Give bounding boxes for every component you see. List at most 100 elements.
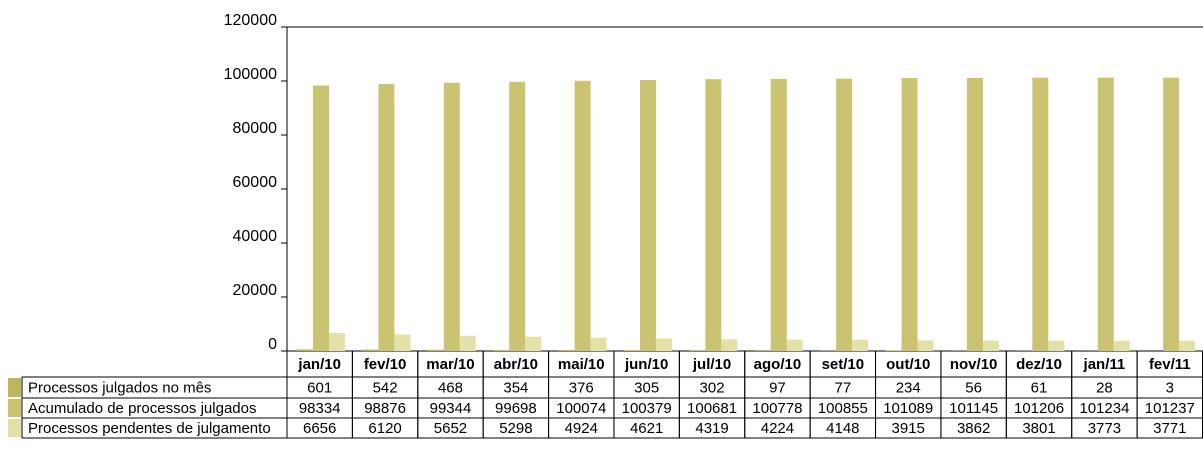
table-value: 99698 bbox=[495, 400, 537, 417]
table-value: 97 bbox=[769, 379, 786, 396]
table-value: 5298 bbox=[499, 420, 532, 437]
table-value: 3801 bbox=[1022, 420, 1055, 437]
x-tick-label: dez/10 bbox=[1016, 356, 1062, 373]
x-tick-label: jan/10 bbox=[297, 356, 341, 373]
table-value: 376 bbox=[569, 379, 594, 396]
table-value: 99344 bbox=[430, 400, 472, 417]
y-tick-label: 100000 bbox=[224, 66, 277, 83]
table-value: 601 bbox=[307, 379, 332, 396]
table-value: 101234 bbox=[1079, 400, 1129, 417]
y-tick-label: 20000 bbox=[233, 282, 278, 299]
bar bbox=[378, 84, 395, 352]
bar bbox=[917, 340, 934, 351]
bar bbox=[362, 349, 379, 351]
x-tick-label: jun/10 bbox=[624, 356, 668, 373]
legend-label: Acumulado de processos julgados bbox=[28, 400, 256, 417]
bar bbox=[443, 82, 460, 351]
bar bbox=[901, 78, 918, 352]
legend-swatch bbox=[8, 378, 21, 397]
table-value: 3 bbox=[1166, 379, 1174, 396]
bar bbox=[1097, 77, 1114, 351]
bar bbox=[655, 338, 672, 351]
bar bbox=[297, 349, 313, 351]
table-value: 101206 bbox=[1014, 400, 1064, 417]
table-value: 6656 bbox=[303, 420, 336, 437]
y-tick-label: 60000 bbox=[233, 174, 278, 191]
bar bbox=[1113, 340, 1130, 351]
bar bbox=[885, 350, 902, 351]
legend-label: Processos pendentes de julgamento bbox=[28, 420, 271, 437]
table-value: 354 bbox=[503, 379, 528, 396]
bar bbox=[836, 78, 853, 351]
bar bbox=[509, 81, 526, 351]
bar bbox=[493, 350, 510, 351]
bar bbox=[459, 335, 476, 351]
y-tick-label: 120000 bbox=[224, 12, 277, 29]
bar bbox=[394, 334, 411, 351]
x-tick-label: mai/10 bbox=[558, 356, 605, 373]
y-tick-label: 40000 bbox=[233, 228, 278, 245]
table-value: 6120 bbox=[368, 420, 401, 437]
legend-swatch bbox=[8, 419, 21, 437]
bar bbox=[852, 339, 869, 351]
x-tick-label: jul/10 bbox=[692, 356, 731, 373]
bar bbox=[427, 349, 444, 351]
bar bbox=[770, 78, 787, 351]
x-tick-label: set/10 bbox=[822, 356, 865, 373]
x-tick-label: nov/10 bbox=[950, 356, 998, 373]
x-tick-label: mar/10 bbox=[426, 356, 474, 373]
bar bbox=[966, 77, 983, 351]
table-value: 302 bbox=[700, 379, 725, 396]
table-value: 101145 bbox=[949, 400, 998, 417]
table-value: 100379 bbox=[622, 400, 672, 417]
bar bbox=[329, 333, 345, 351]
table-value: 101089 bbox=[883, 400, 933, 417]
y-tick-label: 80000 bbox=[233, 120, 278, 137]
x-tick-label: fev/11 bbox=[1149, 356, 1191, 373]
table-value: 100778 bbox=[752, 400, 802, 417]
table-value: 4924 bbox=[565, 420, 598, 437]
bar bbox=[786, 339, 803, 351]
table-value: 3862 bbox=[957, 420, 990, 437]
x-tick-label: ago/10 bbox=[754, 356, 802, 373]
table-value: 77 bbox=[834, 379, 851, 396]
table-value: 100855 bbox=[818, 400, 868, 417]
table-value: 4148 bbox=[826, 420, 859, 437]
bar bbox=[1179, 340, 1196, 351]
bar bbox=[574, 80, 591, 351]
bar bbox=[705, 79, 722, 351]
table-value: 101237 bbox=[1145, 400, 1195, 417]
table-value: 3773 bbox=[1088, 420, 1121, 437]
table-value: 98334 bbox=[299, 400, 341, 417]
x-tick-label: fev/10 bbox=[364, 356, 407, 373]
bar bbox=[313, 85, 329, 351]
bar bbox=[623, 350, 640, 351]
table-value: 61 bbox=[1031, 379, 1048, 396]
table-value: 98876 bbox=[364, 400, 406, 417]
table-value: 4319 bbox=[695, 420, 728, 437]
table-value: 100681 bbox=[687, 400, 737, 417]
table-value: 3771 bbox=[1153, 420, 1186, 437]
bar bbox=[721, 339, 738, 351]
table-value: 468 bbox=[438, 379, 463, 396]
bar bbox=[1032, 77, 1049, 351]
table-value: 234 bbox=[896, 379, 921, 396]
legend-label: Processos julgados no mês bbox=[28, 379, 211, 396]
bar bbox=[1163, 77, 1180, 352]
table-value: 3915 bbox=[892, 420, 925, 437]
bar bbox=[525, 336, 542, 351]
table-value: 28 bbox=[1096, 379, 1113, 396]
bar bbox=[982, 340, 999, 351]
bar bbox=[1048, 340, 1065, 351]
bar bbox=[639, 79, 656, 352]
y-tick-label: 0 bbox=[268, 336, 277, 353]
bar bbox=[590, 337, 607, 351]
legend-swatch bbox=[8, 399, 21, 417]
table-value: 5652 bbox=[434, 420, 467, 437]
table-value: 305 bbox=[634, 379, 659, 396]
table-value: 542 bbox=[373, 379, 398, 396]
bar bbox=[558, 349, 575, 351]
x-tick-label: out/10 bbox=[886, 356, 930, 373]
bar bbox=[689, 350, 706, 351]
